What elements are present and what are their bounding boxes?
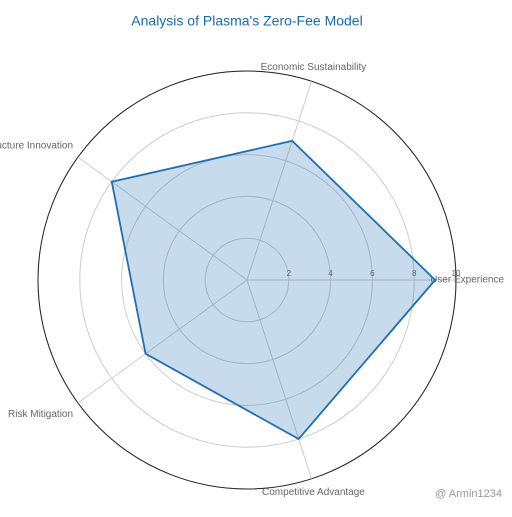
watermark: @ Armin1234	[435, 488, 502, 500]
category-label: Economic Sustainability	[261, 62, 367, 73]
r-tick-label: 4	[328, 269, 333, 278]
spoke	[246, 81, 313, 281]
category-label: User Experience	[430, 275, 504, 286]
spoke	[77, 156, 248, 281]
chart-title: Analysis of Plasma's Zero-Fee Model	[131, 13, 362, 29]
category-label: Infrastructure Innovation	[0, 140, 73, 151]
category-label: Competitive Advantage	[262, 487, 365, 498]
spoke	[246, 279, 313, 479]
radar-area	[110, 139, 437, 441]
r-tick-label: 10	[452, 269, 461, 278]
spoke	[77, 279, 248, 404]
r-tick-label: 8	[412, 269, 417, 278]
r-tick-label: 2	[287, 269, 292, 278]
category-label: Risk Mitigation	[8, 409, 73, 420]
r-tick-label: 6	[370, 269, 375, 278]
